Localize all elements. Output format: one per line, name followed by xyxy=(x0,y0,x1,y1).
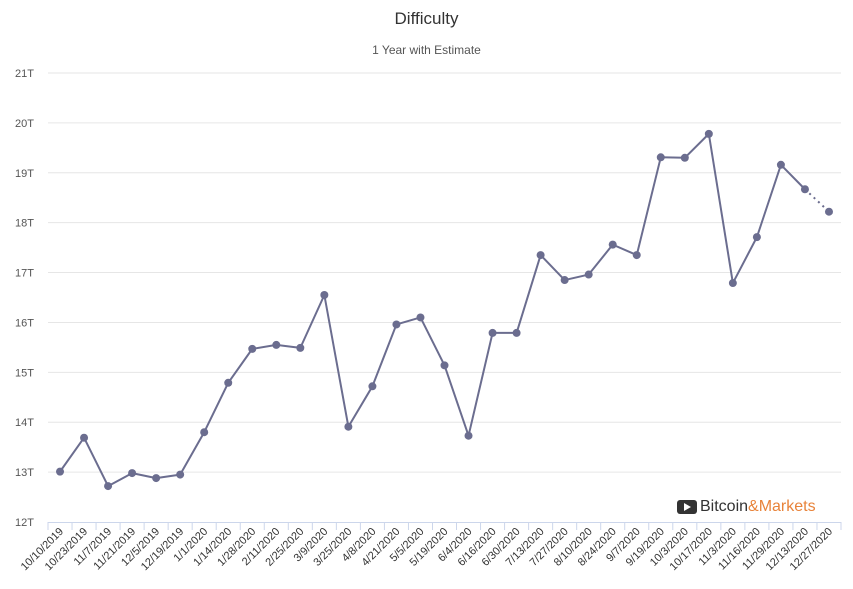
data-point[interactable] xyxy=(104,482,113,491)
data-point[interactable] xyxy=(272,340,281,349)
play-icon xyxy=(677,500,697,514)
data-point[interactable] xyxy=(728,279,737,288)
data-point[interactable] xyxy=(776,160,785,169)
chart-title: Difficulty xyxy=(394,9,459,28)
data-point[interactable] xyxy=(584,270,593,279)
data-point[interactable] xyxy=(488,328,497,337)
data-point[interactable] xyxy=(152,474,161,483)
data-point[interactable] xyxy=(416,313,425,322)
data-point[interactable] xyxy=(632,251,641,260)
estimate-line xyxy=(804,188,830,213)
data-point[interactable] xyxy=(392,320,401,329)
data-point[interactable] xyxy=(344,422,353,431)
data-point[interactable] xyxy=(128,469,137,478)
data-point[interactable] xyxy=(368,382,377,391)
y-tick-label: 15T xyxy=(15,367,34,379)
data-point[interactable] xyxy=(608,240,617,249)
data-point[interactable] xyxy=(512,328,521,337)
data-point[interactable] xyxy=(296,343,305,352)
y-tick-label: 18T xyxy=(15,218,34,230)
y-tick-label: 13T xyxy=(15,467,34,479)
data-point[interactable] xyxy=(80,433,89,442)
data-point[interactable] xyxy=(320,291,329,300)
y-tick-label: 20T xyxy=(15,118,34,130)
data-point[interactable] xyxy=(752,233,761,242)
data-point[interactable] xyxy=(800,185,809,194)
y-tick-label: 14T xyxy=(15,417,34,429)
data-point[interactable] xyxy=(536,251,545,260)
y-tick-label: 19T xyxy=(15,168,34,180)
data-point[interactable] xyxy=(680,153,689,162)
y-tick-label: 16T xyxy=(15,317,34,329)
data-point[interactable] xyxy=(200,428,209,437)
data-point[interactable] xyxy=(656,153,665,162)
y-tick-label: 17T xyxy=(15,268,34,280)
data-point[interactable] xyxy=(176,470,185,479)
data-point[interactable] xyxy=(56,467,65,476)
series-line xyxy=(59,132,806,488)
y-tick-label: 12T xyxy=(15,517,34,529)
data-point[interactable] xyxy=(704,129,713,138)
data-point[interactable] xyxy=(560,276,569,285)
brand-logo: Bitcoin &Markets xyxy=(677,496,816,518)
estimate-point[interactable] xyxy=(824,207,833,216)
data-point[interactable] xyxy=(248,344,257,353)
data-point[interactable] xyxy=(224,378,233,387)
brand-name: Bitcoin xyxy=(700,498,749,515)
y-tick-label: 21T xyxy=(15,68,34,80)
chart-subtitle: 1 Year with Estimate xyxy=(372,43,481,57)
data-point[interactable] xyxy=(464,431,473,440)
data-point[interactable] xyxy=(440,361,449,370)
brand-name-accent: &Markets xyxy=(748,498,816,515)
